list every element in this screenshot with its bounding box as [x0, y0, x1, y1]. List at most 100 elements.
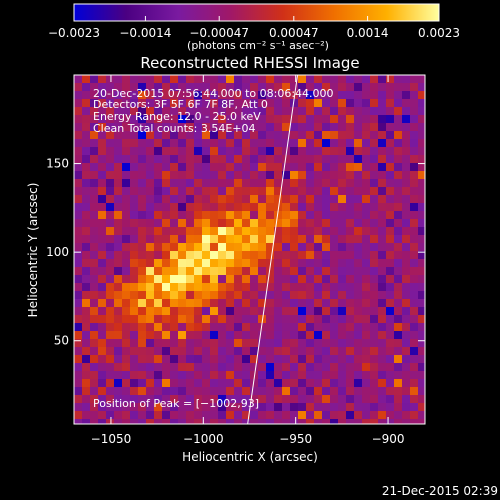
heatmap-cell [386, 139, 395, 148]
heatmap-cell [114, 227, 123, 236]
heatmap-cell [338, 363, 347, 372]
heatmap-cell [258, 299, 267, 308]
heatmap-cell [370, 363, 379, 372]
heatmap-cell [386, 387, 395, 396]
heatmap-cell [242, 203, 251, 212]
heatmap-cell [74, 131, 83, 140]
heatmap-cell [202, 243, 211, 252]
heatmap-cell [130, 347, 139, 356]
heatmap-cell [178, 323, 187, 332]
heatmap-cell [170, 315, 179, 324]
solar-limb-line [247, 75, 299, 424]
heatmap-cell [410, 155, 419, 164]
heatmap-cell [82, 195, 91, 204]
heatmap-cell [250, 147, 259, 156]
heatmap-cell [266, 99, 275, 108]
heatmap-cell [386, 403, 395, 412]
heatmap-cell [354, 395, 363, 404]
heatmap-cell [394, 75, 403, 84]
heatmap-cell [274, 227, 283, 236]
heatmap-cell [178, 99, 187, 108]
heatmap-cell [418, 219, 425, 228]
heatmap-cell [186, 91, 195, 100]
heatmap-cell [170, 403, 179, 412]
heatmap-cell [314, 371, 323, 380]
heatmap-cell [154, 355, 163, 364]
heatmap-cell [194, 75, 203, 84]
heatmap-cell [274, 179, 283, 188]
heatmap-cell [410, 379, 419, 388]
heatmap-cell [290, 379, 299, 388]
heatmap-cell [338, 171, 347, 180]
heatmap-cell [130, 171, 139, 180]
heatmap-cell [146, 259, 155, 268]
heatmap-cell [178, 299, 187, 308]
heatmap-cell [290, 411, 299, 420]
heatmap-cell [250, 139, 259, 148]
heatmap-cell [282, 411, 291, 420]
heatmap-cell [258, 347, 267, 356]
heatmap-cell [266, 419, 275, 424]
heatmap-cell [274, 291, 283, 300]
heatmap-cell [146, 219, 155, 228]
heatmap-cell [234, 371, 243, 380]
heatmap-cell [90, 171, 99, 180]
heatmap-cell [130, 123, 139, 132]
heatmap-cell [346, 83, 355, 92]
heatmap-cell [178, 315, 187, 324]
heatmap-cell [258, 115, 267, 124]
heatmap-cell [314, 179, 323, 188]
heatmap-cell [394, 107, 403, 116]
heatmap-cell [218, 395, 227, 404]
heatmap-cell [82, 315, 91, 324]
heatmap-cell [162, 115, 171, 124]
heatmap-cell [194, 91, 203, 100]
heatmap-cell [106, 75, 115, 84]
heatmap-cell [242, 331, 251, 340]
heatmap-cell [82, 395, 91, 404]
heatmap-cell [210, 331, 219, 340]
heatmap-cell [170, 251, 179, 260]
heatmap-cell [226, 371, 235, 380]
heatmap-cell [402, 267, 411, 276]
heatmap-cell [194, 355, 203, 364]
heatmap-cell [386, 251, 395, 260]
heatmap-cell [186, 275, 195, 284]
heatmap-cell [74, 187, 83, 196]
heatmap-cell [186, 171, 195, 180]
heatmap-cell [114, 75, 123, 84]
heatmap-cell [322, 195, 331, 204]
heatmap-cell [178, 235, 187, 244]
heatmap-cell [274, 299, 283, 308]
heatmap-cell [322, 379, 331, 388]
heatmap-cell [242, 195, 251, 204]
heatmap-cell [386, 147, 395, 156]
heatmap-cell [154, 187, 163, 196]
heatmap-cell [170, 107, 179, 116]
heatmap-cell [178, 219, 187, 228]
heatmap-cell [354, 315, 363, 324]
heatmap-cell [362, 155, 371, 164]
heatmap-cell [274, 267, 283, 276]
heatmap-cell [146, 75, 155, 84]
heatmap-cell [202, 115, 211, 124]
colorbar-tick-label: 0.00047 [269, 26, 319, 40]
heatmap-cell [330, 235, 339, 244]
heatmap-cell [290, 267, 299, 276]
heatmap-cell [418, 339, 425, 348]
heatmap-cell [226, 411, 235, 420]
heatmap-cell [82, 99, 91, 108]
heatmap-cell [266, 91, 275, 100]
heatmap-cell [258, 187, 267, 196]
heatmap-cell [378, 235, 387, 244]
heatmap-cell [106, 115, 115, 124]
heatmap-cell [98, 227, 107, 236]
heatmap-cell [418, 355, 425, 364]
heatmap-cell [114, 235, 123, 244]
heatmap-cell [346, 371, 355, 380]
heatmap-cell [306, 291, 315, 300]
heatmap-cell [314, 363, 323, 372]
heatmap-cell [258, 275, 267, 284]
heatmap-cell [114, 411, 123, 420]
heatmap-cell [170, 299, 179, 308]
